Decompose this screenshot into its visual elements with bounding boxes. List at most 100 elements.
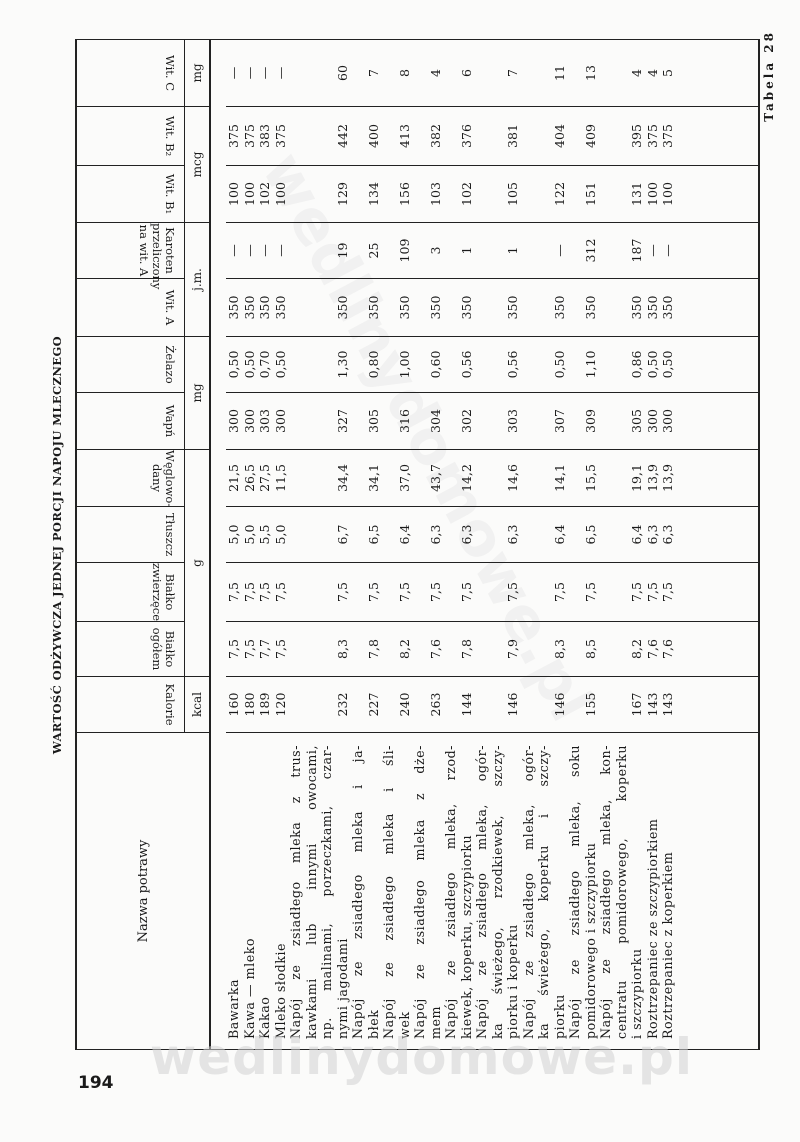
- header-label-line: zwierzęce: [150, 563, 164, 621]
- table-row: Napój ze zsiadłego mleka, ogór-ka świeże…: [520, 39, 567, 1050]
- unit-cell: mg: [184, 336, 210, 450]
- table-row: Napój ze zsiadłego mleka, ogór-ka świeże…: [474, 39, 521, 1050]
- table-row: Napój ze zsiadłego mleka, rzod-kiewek, k…: [443, 39, 474, 1050]
- value-cell: 395: [598, 106, 645, 166]
- value-cell: 0,50: [272, 336, 288, 393]
- header-label-line: Tłuszcz: [163, 512, 177, 557]
- value-cell: 6,5: [350, 506, 381, 563]
- value-cell: 304: [412, 392, 443, 450]
- header-label-line: przeliczony: [150, 223, 164, 290]
- value-cell: 442: [288, 106, 350, 166]
- value-cell: 100: [241, 165, 257, 223]
- value-cell: 60: [288, 39, 350, 107]
- column-header: Wit. B₁: [76, 165, 185, 223]
- column-header: Wit. B₂: [76, 106, 185, 166]
- header-label-line: Wit. B₂: [163, 115, 177, 157]
- header-label-line: na wit. A: [137, 224, 151, 277]
- unit-cell: j.m.: [184, 222, 210, 337]
- value-cell: 180: [241, 676, 257, 733]
- value-cell: 7,5: [272, 621, 288, 677]
- value-cell: 1,10: [567, 336, 598, 393]
- table-row: Napój ze zsiadłego mleka i ja-błek 227 7,8…: [350, 39, 381, 1050]
- value-cell: 7,8: [350, 621, 381, 677]
- value-cell: 134: [350, 165, 381, 223]
- header-label-line: Białko: [163, 630, 177, 668]
- value-cell: 7,5: [226, 562, 242, 622]
- value-cell: 300: [272, 392, 288, 450]
- table-row: Napój ze zsiadłego mleka i śli-wek 240 8,2…: [381, 39, 412, 1050]
- dish-name-line: np. malinami, porzeczkami, czar-: [319, 745, 334, 1039]
- value-cell: 19: [288, 222, 350, 279]
- dish-name-line: Napój ze zsiadłego mleka, kon-: [598, 745, 613, 1039]
- value-cell: 6,4: [520, 506, 567, 563]
- unit-cell: g: [184, 449, 210, 677]
- value-cell: 120: [272, 676, 288, 733]
- header-label-line: Żelazo: [163, 345, 177, 384]
- value-cell: 413: [381, 106, 412, 166]
- value-cell: 7,5: [272, 562, 288, 622]
- value-cell: —: [257, 39, 273, 107]
- value-cell: 129: [288, 165, 350, 223]
- value-cell: 0,70: [257, 336, 273, 393]
- value-cell: 305: [350, 392, 381, 450]
- dish-name-line: wek: [396, 1011, 412, 1039]
- spacer-row: [210, 39, 226, 1050]
- value-cell: 7,7: [257, 621, 273, 677]
- value-cell: 7: [474, 39, 521, 107]
- value-cell: 0,56: [443, 336, 474, 393]
- column-header-label: Wit. C: [163, 40, 184, 106]
- value-cell: 375: [644, 106, 660, 166]
- value-cell: 7,5: [288, 562, 350, 622]
- value-cell: 7,5: [412, 562, 443, 622]
- value-cell: 0,50: [660, 336, 676, 393]
- value-cell: 316: [381, 392, 412, 450]
- value-cell: 6,4: [381, 506, 412, 563]
- value-cell: 7,5: [241, 621, 257, 677]
- column-header: Tłuszcz: [76, 506, 185, 563]
- header-label-line: Karoten: [163, 227, 177, 274]
- value-cell: 131: [598, 165, 645, 223]
- value-cell: 7,5: [381, 562, 412, 622]
- unit-cell: mcg: [184, 106, 210, 223]
- value-cell: 350: [644, 278, 660, 337]
- value-cell: 7,9: [474, 621, 521, 677]
- value-cell: 409: [567, 106, 598, 166]
- column-header: Białko ogółem: [76, 621, 185, 677]
- value-cell: 15,5: [567, 449, 598, 507]
- value-cell: 7,5: [520, 562, 567, 622]
- value-cell: 263: [412, 676, 443, 733]
- value-cell: 100: [226, 165, 242, 223]
- header-label-line: Białko: [163, 573, 177, 611]
- watermark: wedlinydomowe.pl: [150, 1028, 693, 1086]
- value-cell: 0,50: [241, 336, 257, 393]
- dish-name-line: centratu pomidorowego, koperku: [613, 745, 629, 1039]
- dish-name: Napój ze zsiadłego mleka, ogór-ka świeże…: [474, 732, 521, 1050]
- table-row: Kakao 189 7,7 7,5 5,5 27,5 303 0,70 350—102 383—: [257, 39, 273, 1050]
- table-row: Napój ze zsiadłego mleka, soku pomidorowe…: [567, 39, 598, 1050]
- table-row: Roztrzepaniec z koperkiem 143 7,6 7,5 6,3 13,…: [660, 39, 676, 1050]
- dish-name-line: Napój ze zsiadłego mleka i ja-: [350, 745, 365, 1039]
- dish-name-line: kiewek, koperku, szczypiorku: [458, 834, 474, 1039]
- value-cell: 167: [598, 676, 645, 733]
- value-cell: 7,5: [660, 562, 676, 622]
- value-cell: 8,3: [288, 621, 350, 677]
- column-header-label: Węglowo-dany: [150, 450, 184, 507]
- value-cell: 312: [567, 222, 598, 279]
- value-cell: 7,5: [644, 562, 660, 622]
- value-cell: 350: [350, 278, 381, 337]
- header-label-line: Wit. A: [163, 289, 177, 326]
- value-cell: 375: [241, 106, 257, 166]
- value-cell: 0,86: [598, 336, 645, 393]
- value-cell: 350: [226, 278, 242, 337]
- value-cell: 13: [567, 39, 598, 107]
- value-cell: 1,00: [381, 336, 412, 393]
- value-cell: 375: [226, 106, 242, 166]
- value-cell: 14,2: [443, 449, 474, 507]
- value-cell: 350: [257, 278, 273, 337]
- value-cell: 1,30: [288, 336, 350, 393]
- value-cell: 6,3: [412, 506, 443, 563]
- page-number: 194: [78, 1073, 114, 1093]
- value-cell: 27,5: [257, 449, 273, 507]
- value-cell: 1: [474, 222, 521, 279]
- value-cell: 187: [598, 222, 645, 279]
